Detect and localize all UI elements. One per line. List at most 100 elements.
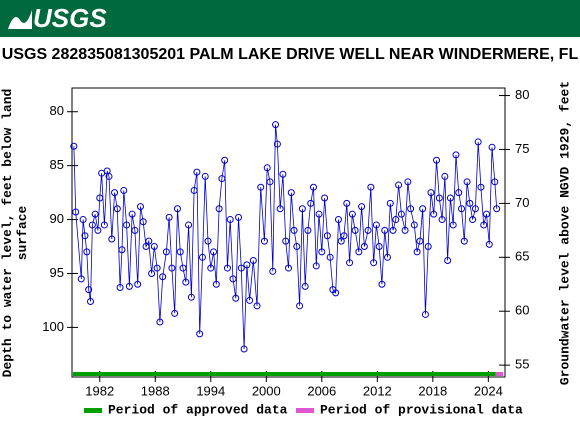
- data-point: [466, 199, 474, 207]
- data-point: [364, 226, 372, 234]
- legend-label: Period of provisional data: [320, 402, 523, 417]
- data-point: [260, 237, 268, 245]
- data-point: [416, 237, 424, 245]
- data-point: [100, 221, 108, 229]
- data-point: [113, 205, 121, 213]
- data-point: [346, 259, 354, 267]
- data-point: [190, 186, 198, 194]
- x-tick-label: 2000: [252, 383, 281, 398]
- data-point: [185, 221, 193, 229]
- data-point: [223, 264, 231, 272]
- data-point: [85, 286, 93, 294]
- data-point: [392, 216, 400, 224]
- data-point: [150, 243, 158, 251]
- data-point: [148, 269, 156, 277]
- data-point: [309, 183, 317, 191]
- data-point: [485, 240, 493, 248]
- data-point: [441, 172, 449, 180]
- data-point: [70, 142, 78, 150]
- data-point: [315, 210, 323, 218]
- legend-swatch: [296, 408, 314, 413]
- data-point: [351, 226, 359, 234]
- y-tick-label: 90: [50, 211, 64, 226]
- data-point: [79, 216, 87, 224]
- data-point: [139, 218, 147, 226]
- y2-tick-label: 80: [515, 87, 529, 102]
- data-point: [458, 205, 466, 213]
- header-bar: [0, 0, 580, 37]
- data-point: [105, 172, 113, 180]
- x-tick-label: 1994: [196, 383, 225, 398]
- plot-frame: [71, 87, 506, 378]
- data-point: [430, 210, 438, 218]
- data-point: [298, 205, 306, 213]
- data-point: [375, 243, 383, 251]
- data-point: [272, 121, 280, 129]
- data-point: [273, 140, 281, 148]
- data-point: [493, 205, 501, 213]
- data-point: [77, 275, 85, 283]
- data-point: [204, 237, 212, 245]
- data-point: [120, 186, 128, 194]
- data-point: [381, 226, 389, 234]
- data-point: [383, 253, 391, 261]
- data-point: [226, 216, 234, 224]
- data-point: [266, 178, 274, 186]
- data-point: [159, 273, 167, 281]
- data-point: [123, 221, 131, 229]
- data-point: [372, 221, 380, 229]
- data-point: [307, 199, 315, 207]
- data-point: [131, 226, 139, 234]
- data-point: [358, 203, 366, 211]
- data-point: [395, 181, 403, 189]
- data-point: [221, 156, 229, 164]
- data-point: [94, 226, 102, 234]
- data-point: [413, 248, 421, 256]
- data-point: [343, 199, 351, 207]
- y-axis-label: Depth to water level, feet below landsur…: [0, 89, 30, 378]
- data-point: [168, 264, 176, 272]
- data-point: [173, 205, 181, 213]
- data-point: [446, 194, 454, 202]
- data-point: [469, 216, 477, 224]
- data-point: [348, 210, 356, 218]
- data-point: [249, 257, 257, 265]
- data-point: [153, 264, 161, 272]
- x-tick-label: 2024: [474, 383, 503, 398]
- data-point: [410, 221, 418, 229]
- data-point: [201, 172, 209, 180]
- data-point: [397, 210, 405, 218]
- data-point: [88, 221, 96, 229]
- data-point: [235, 213, 243, 221]
- chart-title: USGS 282835081305201 PALM LAKE DRIVE WEL…: [2, 46, 579, 63]
- y2-axis-label: Groundwater level above NGVD 1929, feet: [557, 81, 572, 385]
- data-point: [419, 205, 427, 213]
- data-point: [218, 175, 226, 183]
- data-point: [215, 205, 223, 213]
- data-point: [207, 264, 215, 272]
- data-point: [125, 282, 133, 290]
- data-point: [246, 296, 254, 304]
- x-tick-label: 2006: [307, 383, 336, 398]
- data-point: [182, 278, 190, 286]
- y2-tick-label: 65: [515, 249, 529, 264]
- y2-tick-label: 70: [515, 195, 529, 210]
- data-point: [474, 138, 482, 146]
- data-point: [253, 302, 261, 310]
- data-point: [240, 345, 248, 353]
- x-tick-label: 1988: [141, 383, 170, 398]
- data-point: [404, 178, 412, 186]
- data-point: [210, 248, 218, 256]
- data-point: [136, 203, 144, 211]
- data-point: [407, 205, 415, 213]
- data-point: [296, 302, 304, 310]
- data-point: [232, 294, 240, 302]
- data-point: [212, 280, 220, 288]
- data-point: [81, 232, 89, 240]
- period-bar: [72, 372, 496, 376]
- data-point: [491, 178, 499, 186]
- data-point: [360, 243, 368, 251]
- data-point: [293, 243, 301, 251]
- data-point: [332, 289, 340, 297]
